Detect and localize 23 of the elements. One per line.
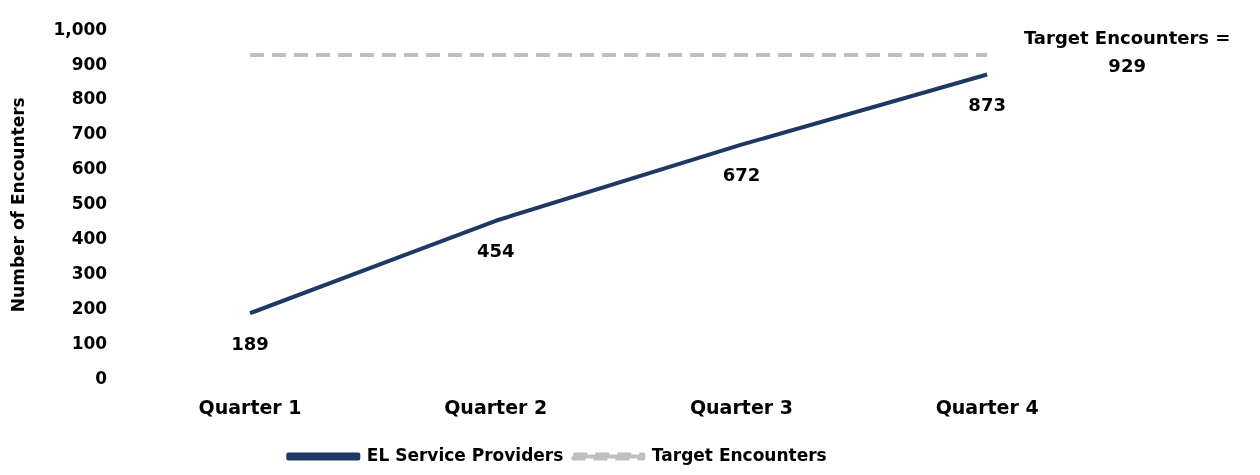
data-label: 672	[722, 164, 761, 186]
x-tick-label: Quarter 2	[444, 395, 548, 418]
x-tick-label: Quarter 3	[689, 395, 793, 418]
x-tick-label: Quarter 4	[935, 395, 1039, 418]
y-axis-title: Number of Encounters	[7, 97, 28, 313]
y-tick-label: 700	[71, 123, 108, 144]
y-tick-label: 200	[71, 297, 108, 318]
legend-label: EL Service Providers	[366, 444, 564, 465]
data-label: 189	[231, 332, 269, 354]
data-label: 454	[476, 240, 515, 262]
y-tick-label: 0	[95, 367, 108, 388]
data-label: 873	[968, 94, 1006, 116]
y-tick-label: 1,000	[53, 18, 108, 39]
y-tick-label: 800	[71, 88, 108, 109]
legend-label: Target Encounters	[651, 444, 827, 465]
x-tick-label: Quarter 1	[198, 395, 302, 418]
y-tick-label: 100	[71, 332, 108, 353]
y-tick-label: 600	[71, 158, 108, 179]
y-tick-label: 300	[71, 262, 108, 283]
y-tick-label: 900	[71, 53, 108, 74]
y-tick-label: 500	[71, 193, 108, 214]
annotation: Target Encounters = 929	[1023, 26, 1231, 76]
y-tick-label: 400	[71, 228, 108, 249]
